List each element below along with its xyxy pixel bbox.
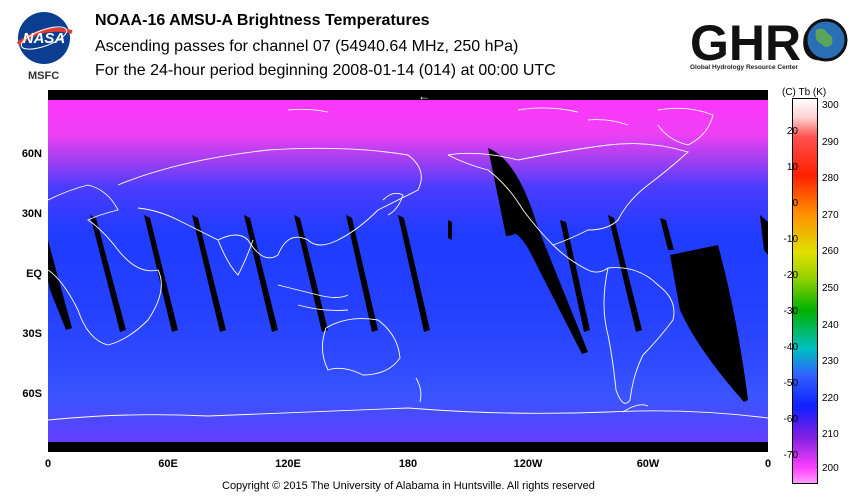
orbit-gap bbox=[670, 245, 748, 402]
colorbar-k-tick: 220 bbox=[822, 393, 839, 404]
colorbar-k-tick: 200 bbox=[822, 463, 839, 474]
coastline-australia bbox=[322, 318, 401, 376]
coastline-south-america bbox=[603, 267, 675, 404]
orbit-gap bbox=[192, 215, 226, 332]
lon-label-120e: 120E bbox=[275, 458, 301, 470]
colorbar-c-tick: -10 bbox=[783, 234, 798, 245]
lon-label-0-east: 0 bbox=[764, 458, 772, 470]
coastline-new-zealand bbox=[415, 377, 422, 403]
orbit-gap bbox=[244, 215, 278, 332]
colorbar-c-tick: 0 bbox=[792, 198, 798, 209]
coastline-arctic bbox=[287, 107, 629, 126]
nasa-logo-text: NASA bbox=[23, 30, 66, 47]
colorbar-header: (C) Tb (K) bbox=[782, 87, 827, 98]
orbit-gap bbox=[760, 215, 768, 255]
no-data-band-north bbox=[48, 90, 768, 100]
lon-label-180: 180 bbox=[398, 458, 418, 470]
orbit-gap bbox=[660, 218, 674, 250]
orbit-gap bbox=[608, 215, 642, 332]
ghrc-subtitle: Global Hydrology Resource Center bbox=[690, 64, 798, 71]
orbit-gap bbox=[48, 240, 72, 330]
coastline-indonesia bbox=[277, 284, 349, 311]
colorbar-c-tick: -20 bbox=[783, 270, 798, 281]
msfc-label: MSFC bbox=[28, 70, 60, 82]
temperature-field bbox=[48, 90, 768, 452]
nasa-logo: NASA bbox=[12, 10, 76, 66]
orbit-direction-arrow: ← bbox=[418, 90, 430, 103]
colorbar-c-tick: 10 bbox=[786, 162, 798, 173]
coastline-asia bbox=[117, 147, 422, 259]
coastline-japan bbox=[382, 192, 404, 216]
no-data-band-south bbox=[48, 442, 768, 452]
coastline-greenland bbox=[657, 107, 714, 146]
lon-label-0-west: 0 bbox=[44, 458, 52, 470]
colorbar-k-tick: 230 bbox=[822, 356, 839, 367]
coastline-north-america bbox=[447, 143, 689, 246]
chart-subtitle-period: For the 24-hour period beginning 2008-01… bbox=[95, 62, 556, 79]
colorbar-k-tick: 280 bbox=[822, 173, 839, 184]
orbit-gap bbox=[90, 215, 126, 332]
lon-label-120w: 120W bbox=[513, 458, 543, 470]
orbit-gaps bbox=[48, 148, 768, 402]
coastline-india bbox=[217, 239, 254, 276]
orbit-gap bbox=[398, 215, 430, 332]
coastline-antarctic-peninsula bbox=[622, 404, 649, 413]
lat-label-60n: 60N bbox=[21, 148, 42, 160]
lon-label-60w: 60W bbox=[636, 458, 660, 470]
colorbar-k-tick: 300 bbox=[822, 100, 839, 111]
lat-label-eq: EQ bbox=[26, 268, 42, 280]
colorbar-k-tick: 240 bbox=[822, 320, 839, 331]
orbit-gap bbox=[560, 220, 590, 332]
colorbar bbox=[792, 98, 818, 484]
colorbar-k-tick: 250 bbox=[822, 283, 839, 294]
orbit-gap bbox=[346, 215, 378, 332]
colorbar-k-tick: 210 bbox=[822, 429, 839, 440]
lat-label-30s: 30S bbox=[22, 328, 42, 340]
lon-label-60e: 60E bbox=[158, 458, 178, 470]
ghrc-logo: GHRC bbox=[688, 8, 848, 78]
coastline-central-america bbox=[552, 244, 609, 273]
chart-title: NOAA-16 AMSU-A Brightness Temperatures bbox=[95, 12, 430, 29]
orbit-gap bbox=[448, 220, 452, 240]
colorbar-k-tick: 290 bbox=[822, 137, 839, 148]
coastlines bbox=[47, 107, 769, 421]
lat-label-30n: 30N bbox=[21, 208, 42, 220]
lat-label-60s: 60S bbox=[22, 388, 42, 400]
colorbar-c-tick: -70 bbox=[783, 450, 798, 461]
colorbar-k-tick: 270 bbox=[822, 210, 839, 221]
coastline-africa bbox=[47, 184, 162, 346]
coastline-antarctica bbox=[47, 407, 769, 421]
colorbar-c-tick: -50 bbox=[783, 378, 798, 389]
copyright-notice: Copyright © 2015 The University of Alaba… bbox=[222, 480, 595, 492]
chart-subtitle-channel: Ascending passes for channel 07 (54940.6… bbox=[95, 38, 519, 55]
orbit-gap bbox=[144, 215, 178, 332]
colorbar-c-tick: -30 bbox=[783, 306, 798, 317]
colorbar-c-tick: 20 bbox=[786, 126, 798, 137]
orbit-gap bbox=[294, 215, 328, 332]
orbit-gap bbox=[488, 148, 588, 354]
brightness-temperature-map: ← bbox=[47, 89, 769, 452]
colorbar-c-tick: -60 bbox=[783, 414, 798, 425]
colorbar-c-tick: -40 bbox=[783, 342, 798, 353]
colorbar-k-tick: 260 bbox=[822, 246, 839, 257]
